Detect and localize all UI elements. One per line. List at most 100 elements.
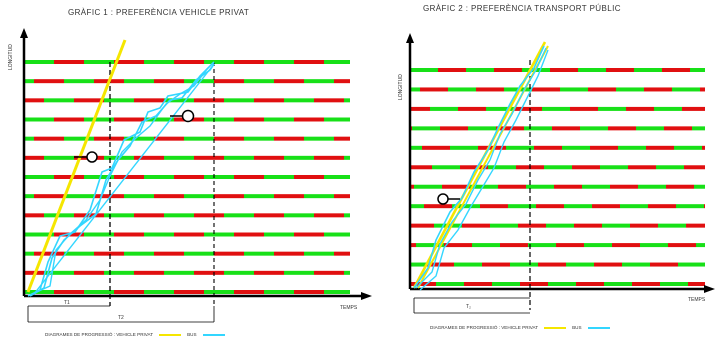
chart1-signal-segment bbox=[314, 98, 344, 103]
chart2-signal-segment bbox=[444, 243, 472, 248]
chart1-signal-segment bbox=[54, 175, 84, 179]
chart1-signal-segment bbox=[64, 251, 94, 256]
chart1-signal-segment bbox=[304, 79, 334, 84]
chart1-signal-segment bbox=[214, 79, 244, 84]
chart1-title: GRÀFIC 1 : PREFERÈNCIA VEHICLE PRIVAT bbox=[68, 8, 250, 17]
chart2-signal-segment bbox=[488, 165, 516, 170]
chart2-signal-segment bbox=[606, 68, 634, 72]
chart1-signal-segment bbox=[184, 79, 214, 84]
chart1-signal-segment bbox=[44, 98, 74, 103]
chart2-signal-segment bbox=[572, 165, 600, 170]
chart1-signal-segment bbox=[154, 251, 184, 256]
chart2-signal-segment bbox=[452, 204, 480, 209]
chart2-signal-segment bbox=[534, 145, 562, 150]
chart2-signal-segment bbox=[544, 165, 572, 170]
chart2-signal-segment bbox=[658, 223, 686, 228]
chart2-signal-segment bbox=[588, 87, 616, 92]
chart1-signal-segment bbox=[184, 136, 214, 141]
chart2-signal-segment bbox=[646, 145, 674, 150]
chart2-signal-segment bbox=[692, 126, 705, 131]
chart1-signal-segment bbox=[264, 290, 294, 294]
chart1-bus-trajectory-d bbox=[33, 63, 215, 295]
chart1-stop-marker-a bbox=[74, 151, 98, 163]
chart1-signal-segment bbox=[124, 194, 154, 199]
chart2-signal-segment bbox=[636, 126, 664, 131]
chart2-signal-segment bbox=[616, 87, 644, 92]
chart1-signal-segment bbox=[24, 251, 34, 256]
chart2-signal-segment bbox=[678, 262, 705, 267]
chart1-signal-segment bbox=[244, 194, 274, 199]
chart1-signal-segment bbox=[144, 232, 174, 237]
chart1-signal-segment bbox=[94, 136, 124, 141]
chart1-signal-segment bbox=[344, 213, 350, 218]
chart1-signal-segment bbox=[54, 290, 84, 294]
chart2-signal-segment bbox=[688, 282, 705, 286]
chart2-bus-trajectory-a bbox=[413, 45, 545, 289]
chart2-signal-segment bbox=[580, 126, 608, 131]
legend1-bus-label: BUS bbox=[187, 332, 197, 337]
chart1-signal-segment bbox=[284, 270, 314, 275]
chart2-signal-segment bbox=[410, 243, 416, 248]
chart2-signal-segment bbox=[410, 87, 420, 92]
chart1-signal-segment bbox=[264, 60, 294, 64]
chart1-signal-segment bbox=[64, 194, 94, 199]
chart1-signal-segment bbox=[204, 232, 234, 237]
chart1-signal-segment bbox=[294, 60, 324, 64]
signal-rows-chart2 bbox=[410, 68, 705, 286]
chart1-stop-marker-b bbox=[170, 109, 195, 123]
chart2-signal-segment bbox=[416, 243, 444, 248]
chart1-signal-segment bbox=[24, 290, 54, 294]
chart1-signal-segment bbox=[334, 194, 350, 199]
chart1-signal-segment bbox=[334, 79, 350, 84]
chart2-signal-segment bbox=[410, 145, 422, 150]
chart2-signal-segment bbox=[666, 184, 694, 189]
chart1-signal-segment bbox=[94, 251, 124, 256]
chart2-signal-segment bbox=[618, 145, 646, 150]
chart2-signal-segment bbox=[412, 126, 440, 131]
chart1-signal-segment bbox=[314, 155, 344, 160]
chart2-signal-segment bbox=[494, 68, 522, 72]
chart1-axes: T1 T2 TEMPS LONGITUD bbox=[8, 28, 372, 323]
chart2-signal-segment bbox=[656, 165, 684, 170]
chart2-signal-segment bbox=[582, 184, 610, 189]
legend2-bus-swatch bbox=[587, 326, 610, 329]
chart1-signal-segment bbox=[174, 60, 204, 64]
chart2-signal-segment bbox=[498, 184, 526, 189]
chart2-bus-trajectory-b bbox=[415, 47, 547, 289]
chart1-signal-segment bbox=[294, 290, 324, 294]
chart2-signal-segment bbox=[654, 106, 682, 111]
chart1-signal-segment bbox=[164, 155, 194, 160]
chart1-signal-segment bbox=[84, 60, 114, 64]
chart1-t2-label: T2 bbox=[118, 315, 124, 321]
chart2-signal-segment bbox=[490, 223, 518, 228]
chart2-signal-segment bbox=[576, 282, 604, 286]
chart1-signal-segment bbox=[294, 175, 324, 179]
chart1-y-label: LONGITUD bbox=[8, 44, 14, 70]
chart2-signal-segment bbox=[626, 106, 654, 111]
chart1-signal-segment bbox=[264, 232, 294, 237]
chart2-signal-segment bbox=[570, 106, 598, 111]
chart1-signal-segment bbox=[224, 213, 254, 218]
chart1-signal-segment bbox=[64, 79, 94, 84]
chart1-signal-segment bbox=[114, 117, 144, 122]
chart2-signal-segment bbox=[554, 184, 582, 189]
chart1-signal-segment bbox=[24, 136, 34, 141]
chart2-signal-segment bbox=[514, 106, 542, 111]
chart2-axes: T₂ TEMPS LONGITUD bbox=[398, 33, 715, 314]
chart2-signal-segment bbox=[420, 87, 448, 92]
chart2-signal-segment bbox=[690, 68, 705, 72]
chart1-signal-segment bbox=[334, 251, 350, 256]
chart2-signal-segment bbox=[422, 145, 450, 150]
chart1-signal-segment bbox=[84, 232, 114, 237]
chart2-y-arrow bbox=[406, 33, 414, 43]
chart2-signal-segment bbox=[478, 145, 506, 150]
chart2-signal-segment bbox=[480, 204, 508, 209]
chart1-signal-segment bbox=[204, 290, 234, 294]
chart1-y-arrow bbox=[20, 28, 28, 38]
chart2-signal-segment bbox=[542, 106, 570, 111]
chart2-t-label: T₂ bbox=[466, 304, 471, 310]
chart2-signal-segment bbox=[628, 165, 656, 170]
chart2-signal-segment bbox=[410, 106, 430, 111]
chart1-signal-segment bbox=[304, 194, 334, 199]
chart2-signal-segment bbox=[648, 204, 676, 209]
